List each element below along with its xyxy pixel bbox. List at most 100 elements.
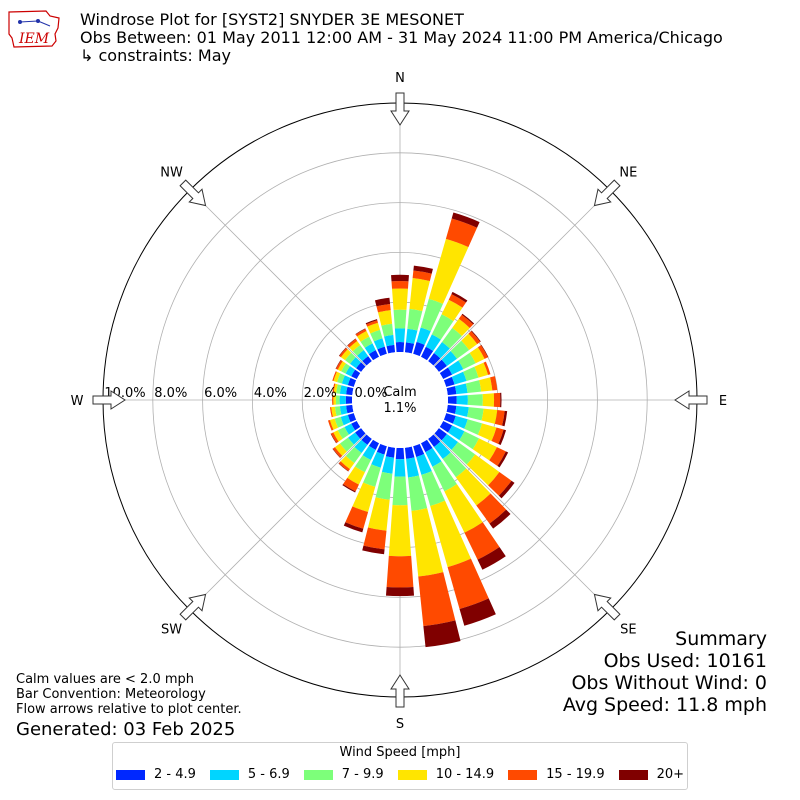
windrose-bar-segment <box>347 377 357 387</box>
legend-label: 5 - 6.9 <box>247 767 290 782</box>
windrose-bar-segment <box>333 371 341 383</box>
windrose-bar-segment <box>388 505 412 557</box>
direction-label: W <box>71 394 84 409</box>
windrose-bar-segment <box>451 291 468 303</box>
windrose-bar-segment <box>441 299 463 322</box>
windrose-bar-segment <box>365 319 378 325</box>
windrose-bar-segment <box>339 385 348 395</box>
windrose-bar-segment <box>364 343 376 355</box>
windrose-bar-segment <box>360 336 373 348</box>
windrose-bar-segment <box>468 331 481 345</box>
windrose-bar-segment <box>337 361 346 372</box>
windrose-bar-segment <box>363 527 387 550</box>
windrose-bar-segment <box>335 395 340 405</box>
windrose-bar-segment <box>335 359 342 369</box>
windrose-bar-segment <box>430 500 471 568</box>
windrose-bar-segment <box>413 443 425 457</box>
legend-swatch <box>209 769 239 780</box>
windrose-bar-segment <box>340 349 352 361</box>
windrose-bar-segment <box>357 331 370 342</box>
windrose-bar-segment <box>339 405 348 415</box>
windrose-bar-segment <box>329 418 339 430</box>
direction-label: SE <box>620 622 636 637</box>
windrose-bar-segment <box>451 371 467 385</box>
legend-swatch <box>115 769 145 780</box>
windrose-bar-segment <box>352 344 364 356</box>
windrose-bar-segment <box>347 338 358 348</box>
windrose-bar-segment <box>448 294 466 308</box>
windrose-bar-segment <box>384 334 395 347</box>
svg-text:IEM: IEM <box>18 31 50 47</box>
windrose-bar-segment <box>391 274 409 282</box>
windrose-bar-segment <box>373 338 385 350</box>
windrose-bar-segment <box>339 347 348 358</box>
windrose-bar-segment <box>425 447 442 467</box>
windrose-bar-segment <box>461 313 475 325</box>
legend-label: 7 - 9.9 <box>341 767 384 782</box>
windrose-bar-segment <box>489 447 506 466</box>
grid-spoke <box>433 433 611 611</box>
windrose-bar-segment <box>416 327 431 345</box>
windrose-bar-segment <box>391 281 409 289</box>
windrose-bar-segment <box>354 439 368 454</box>
legend-label: 10 - 14.9 <box>435 767 495 782</box>
windrose-bar-segment <box>376 443 387 455</box>
avg-speed: Avg Speed: 11.8 mph <box>562 694 767 716</box>
windrose-bar-segment <box>500 392 502 408</box>
windrose-bar-segment <box>416 454 432 475</box>
windrose-bar-segment <box>443 376 455 387</box>
windrose-bar-segment <box>471 330 481 342</box>
direction-label: SW <box>161 622 182 637</box>
windrose-bar-segment <box>489 509 511 529</box>
windrose-bar-segment <box>469 347 485 364</box>
windrose-bar-segment <box>337 426 349 439</box>
windrose-bar-segment <box>423 620 461 648</box>
windrose-bar-segment <box>371 451 385 468</box>
windrose-bar-segment <box>433 441 451 460</box>
windrose-bar-segment <box>362 356 372 366</box>
windrose-bar-segment <box>345 446 362 464</box>
flow-arrow-icon <box>179 179 207 207</box>
windrose-bar-segment <box>442 327 462 349</box>
windrose-bar-segment <box>392 288 408 310</box>
windrose-bar-segment <box>393 309 407 329</box>
windrose-bar-segment <box>498 429 507 446</box>
windrose-bar-segment <box>362 545 385 555</box>
windrose-bar-segment <box>338 347 347 357</box>
windrose-bar-segment <box>481 408 498 424</box>
windrose-bar-segment <box>464 522 500 560</box>
windrose-bar-segment <box>406 457 419 478</box>
windrose-bar-segment <box>413 265 433 274</box>
windrose-bar-segment <box>455 383 468 395</box>
legend-item: 2 - 4.9 <box>115 767 196 782</box>
windrose-bar-segment <box>342 484 356 493</box>
windrose-bar-segment <box>333 395 336 405</box>
windrose-bar-segment <box>339 437 354 452</box>
windrose-bar-segment <box>332 371 337 382</box>
windrose-bar-segment <box>335 360 343 370</box>
flow-arrow-shape <box>390 92 410 126</box>
windrose-bar-segment <box>412 270 432 281</box>
flow-arrows-note: Flow arrows relative to plot center. <box>16 702 242 717</box>
generated-date: Generated: 03 Feb 2025 <box>16 719 236 740</box>
grid-spoke <box>189 189 367 367</box>
summary-title: Summary <box>675 628 767 650</box>
windrose-bar-segment <box>483 361 491 375</box>
direction-label: N <box>395 71 405 86</box>
windrose-bar-segment <box>413 341 425 357</box>
windrose-bar-segment <box>395 342 405 353</box>
windrose-bar-segment <box>331 432 339 443</box>
windrose-bar-segment <box>345 366 356 377</box>
windrose-bar-segment <box>352 482 376 513</box>
windrose-bar-segment <box>447 425 465 441</box>
windrose-bar-segment <box>341 363 350 374</box>
chart-title: Windrose Plot for [SYST2] SNYDER 3E MESO… <box>80 10 464 29</box>
windrose-bar-segment <box>428 238 469 304</box>
windrose-bar-segment <box>338 463 349 472</box>
windrose-bar-segment <box>428 353 441 366</box>
windrose-bar-segment <box>408 475 428 511</box>
windrose-bar-segment <box>428 434 441 447</box>
windrose-bar-segment <box>420 298 443 332</box>
flow-arrow-icon <box>92 390 126 410</box>
legend-swatch <box>303 769 333 780</box>
